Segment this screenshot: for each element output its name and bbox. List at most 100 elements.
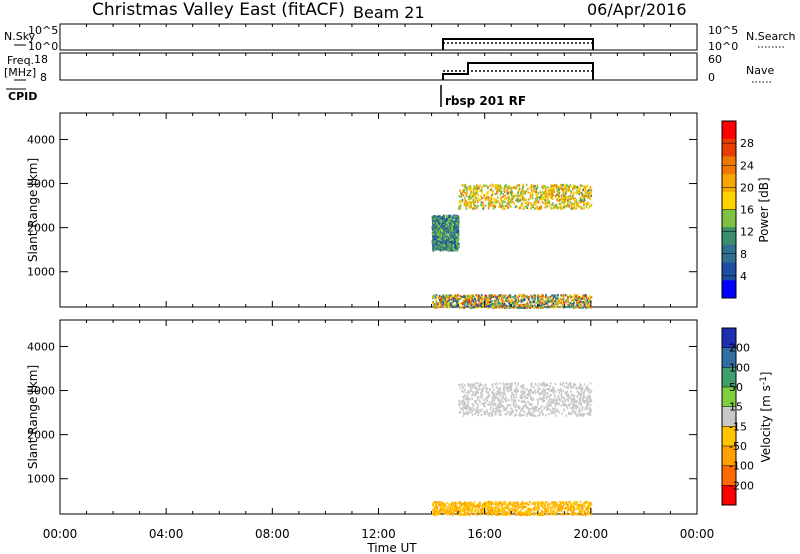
heatmap-cell (537, 307, 539, 310)
heatmap-cell (539, 406, 542, 409)
heatmap-cell (577, 304, 579, 307)
heatmap-cell (466, 202, 469, 205)
heatmap-cell (535, 187, 537, 190)
heatmap-cell (557, 198, 559, 201)
heatmap-cell (542, 506, 544, 509)
heatmap-cell (489, 511, 492, 514)
heatmap-cell (465, 186, 468, 189)
heatmap-cell (503, 392, 505, 395)
heatmap-cell (544, 187, 546, 190)
heatmap-cell (471, 195, 474, 199)
heatmap-cell (542, 513, 545, 516)
heatmap-cell (449, 243, 451, 246)
heatmap-cell (528, 512, 530, 515)
heatmap-cell (564, 192, 567, 195)
heatmap-cell (479, 297, 481, 300)
heatmap-cell (572, 394, 574, 397)
heatmap-cell (572, 383, 575, 386)
colorbar-swatch (722, 367, 736, 388)
heatmap-cell (515, 187, 517, 191)
heatmap-cell (545, 293, 547, 297)
heatmap-cell (456, 220, 459, 223)
heatmap-cell (500, 191, 503, 194)
heatmap-cell (549, 300, 552, 303)
heatmap-cell (445, 248, 447, 251)
heatmap-cell (489, 504, 491, 507)
heatmap-cell (509, 511, 512, 514)
heatmap-cell (556, 189, 559, 192)
heatmap-cell (585, 397, 588, 400)
heatmap-cell (552, 294, 555, 297)
heatmap-cell (560, 197, 562, 201)
heatmap-cell (524, 395, 526, 398)
heatmap-cell (447, 295, 449, 298)
heatmap-cell (468, 188, 470, 191)
heatmap-cell (491, 183, 493, 186)
heatmap-cell (456, 236, 459, 239)
heatmap-cell (554, 407, 557, 410)
heatmap-cell (500, 299, 503, 302)
heatmap-cell (434, 241, 436, 244)
heatmap-cell (473, 386, 476, 389)
heatmap-cell (466, 396, 468, 399)
heatmap-cell (450, 296, 452, 299)
heatmap-cell (447, 231, 450, 234)
heatmap-cell (529, 397, 532, 400)
heatmap-cell (485, 299, 487, 302)
heatmap-cell (462, 411, 465, 414)
heatmap-cell (463, 513, 465, 516)
heatmap-cell (587, 505, 589, 508)
heatmap-cell (590, 306, 593, 309)
heatmap-cell (433, 216, 435, 219)
heatmap-cell (486, 512, 488, 515)
heatmap-cell (567, 397, 570, 400)
heatmap-cell (558, 389, 561, 392)
heatmap-cell (506, 504, 508, 507)
heatmap-cell (505, 408, 507, 411)
heatmap-cell (522, 513, 524, 516)
heatmap-cell (589, 197, 591, 200)
heatmap-cell (463, 298, 466, 301)
heatmap-cell (471, 403, 474, 406)
freq-left-tick-top: 18 (34, 53, 48, 66)
heatmap-cell (577, 387, 580, 390)
heatmap-cell (464, 507, 466, 510)
heatmap-cell (476, 190, 479, 193)
heatmap-cell (554, 511, 557, 514)
heatmap-cell (503, 303, 506, 306)
heatmap-cell (484, 502, 486, 506)
heatmap-cell (563, 385, 566, 388)
heatmap-cell (505, 513, 507, 517)
heatmap-cell (527, 400, 529, 403)
heatmap-cell (446, 306, 449, 309)
heatmap-cell (515, 302, 518, 305)
heatmap-cell (535, 406, 538, 409)
heatmap-cell (579, 197, 581, 200)
heatmap-cell (554, 294, 556, 297)
heatmap-cell (459, 387, 462, 390)
heatmap-cell (506, 202, 509, 205)
heatmap-cell (495, 186, 497, 189)
heatmap-cell (544, 185, 546, 188)
heatmap-cell (480, 201, 483, 204)
heatmap-cell (488, 201, 490, 204)
heatmap-cell (541, 201, 544, 204)
heatmap-cell (466, 187, 468, 190)
heatmap-cell (440, 236, 442, 239)
heatmap-cell (565, 513, 567, 516)
heatmap-cell (563, 301, 565, 304)
heatmap-cell (492, 502, 495, 506)
heatmap-cell (530, 391, 533, 394)
heatmap-cell (573, 512, 575, 515)
xtick-label: 12:00 (361, 527, 396, 541)
heatmap-cell (484, 197, 487, 200)
heatmap-cell (550, 404, 552, 407)
heatmap-cell (433, 215, 436, 218)
heatmap-cell (526, 414, 528, 417)
heatmap-cell (507, 191, 510, 194)
heatmap-cell (554, 409, 557, 412)
heatmap-cell (590, 510, 593, 513)
heatmap-cell (506, 404, 509, 407)
heatmap-cell (508, 296, 510, 299)
heatmap-cell (584, 195, 586, 198)
